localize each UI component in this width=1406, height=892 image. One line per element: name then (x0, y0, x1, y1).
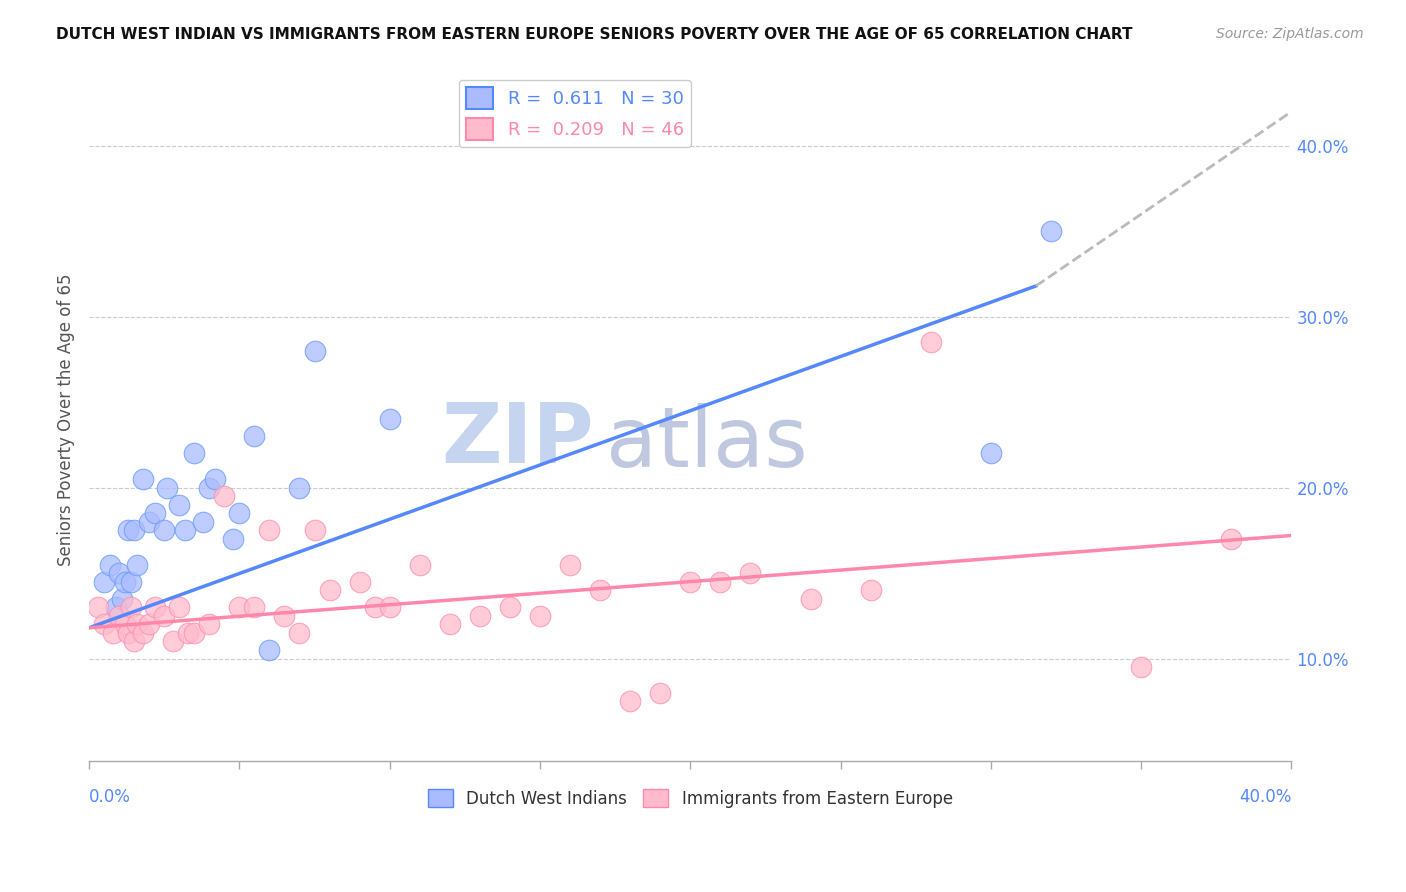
Point (156, 481, 179, 495)
Point (120, 574, 142, 589)
Point (409, 558, 432, 572)
Point (114, 574, 136, 589)
Text: 40.0%: 40.0% (1239, 789, 1292, 806)
Point (114, 617, 136, 632)
Point (162, 634, 184, 648)
Text: DUTCH WEST INDIAN VS IMMIGRANTS FROM EASTERN EUROPE SENIORS POVERTY OVER THE AGE: DUTCH WEST INDIAN VS IMMIGRANTS FROM EAS… (56, 27, 1133, 42)
Point (468, 608, 491, 623)
Point (288, 626, 311, 640)
Point (228, 506, 250, 520)
Point (378, 412, 401, 426)
Point (198, 481, 221, 495)
Point (98, 558, 121, 572)
Point (318, 583, 340, 598)
Point (920, 335, 942, 350)
Point (143, 600, 166, 615)
Point (117, 524, 139, 538)
Point (363, 600, 385, 615)
Point (108, 608, 131, 623)
Point (243, 429, 266, 443)
Point (228, 600, 250, 615)
Point (243, 600, 266, 615)
Point (378, 600, 401, 615)
Point (122, 524, 145, 538)
Point (127, 558, 149, 572)
Point (127, 617, 149, 632)
Point (198, 617, 221, 632)
Point (93, 574, 115, 589)
Point (87, 600, 110, 615)
Point (259, 643, 281, 657)
Point (222, 532, 245, 546)
Point (153, 524, 176, 538)
Point (679, 574, 702, 589)
Point (304, 343, 326, 358)
Point (167, 600, 190, 615)
Y-axis label: Seniors Poverty Over the Age of 65: Seniors Poverty Over the Age of 65 (58, 273, 75, 566)
Point (101, 626, 124, 640)
Point (93, 617, 115, 632)
Point (193, 515, 215, 529)
Point (709, 574, 731, 589)
Point (108, 566, 131, 580)
Legend: Dutch West Indians, Immigrants from Eastern Europe: Dutch West Indians, Immigrants from East… (420, 783, 960, 814)
Point (1039, 224, 1062, 238)
Point (740, 566, 762, 580)
Point (499, 600, 522, 615)
Text: Source: ZipAtlas.com: Source: ZipAtlas.com (1216, 27, 1364, 41)
Point (558, 558, 581, 572)
Text: ZIP: ZIP (441, 400, 595, 480)
Point (288, 481, 311, 495)
Point (132, 626, 155, 640)
Point (183, 446, 205, 460)
Point (650, 686, 672, 700)
Point (1130, 660, 1153, 674)
Point (122, 634, 145, 648)
Point (304, 524, 326, 538)
Point (111, 591, 134, 606)
Point (138, 515, 160, 529)
Point (799, 591, 821, 606)
Point (1220, 532, 1243, 546)
Point (529, 608, 551, 623)
Point (439, 617, 461, 632)
Point (183, 626, 205, 640)
Point (120, 600, 142, 615)
Point (259, 524, 281, 538)
Point (174, 524, 197, 538)
Point (859, 583, 882, 598)
Point (177, 626, 200, 640)
Point (138, 617, 160, 632)
Point (619, 694, 641, 708)
Point (273, 608, 295, 623)
Point (204, 472, 226, 486)
Point (153, 608, 176, 623)
Point (117, 626, 139, 640)
Point (349, 574, 371, 589)
Point (167, 498, 190, 512)
Point (589, 583, 612, 598)
Point (105, 600, 128, 615)
Point (214, 489, 236, 503)
Text: atlas: atlas (606, 402, 808, 483)
Text: 0.0%: 0.0% (89, 789, 131, 806)
Point (980, 446, 1002, 460)
Point (143, 506, 166, 520)
Point (132, 472, 155, 486)
